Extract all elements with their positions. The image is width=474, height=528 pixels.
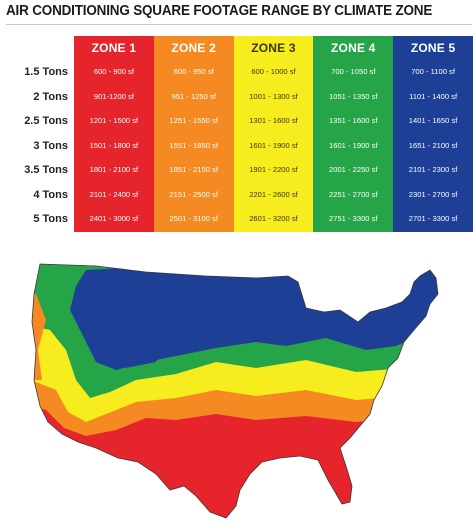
table-cell: 2701 - 3300 sf	[393, 207, 473, 232]
us-outline	[31, 263, 439, 519]
table-cell: 2201 - 2600 sf	[233, 182, 314, 207]
table-cell: 2601 - 3200 sf	[233, 207, 314, 232]
west-coast-region	[32, 290, 46, 380]
table-cell: 1801 - 2100 sf	[74, 158, 154, 183]
table-cell: 1351 - 1600 sf	[313, 109, 394, 134]
zone-5-header: ZONE 5	[393, 36, 473, 60]
table-cell: 1601 - 1900 sf	[233, 133, 314, 158]
us-climate-zone-map	[31, 263, 439, 519]
table-cell: 1601 - 1900 sf	[313, 133, 394, 158]
table-cell: 951 - 1250 sf	[153, 84, 234, 109]
table-cell: 1051 - 1350 sf	[313, 84, 394, 109]
table-cell: 2401 - 3000 sf	[74, 207, 154, 232]
table-row: 2 Tons 901-1200 sf 951 - 1250 sf 1001 - …	[0, 84, 474, 109]
table-cell: 1101 - 1400 sf	[393, 84, 473, 109]
table-cell: 2251 - 2700 sf	[313, 182, 394, 207]
table-header-row: ZONE 1 ZONE 2 ZONE 3 ZONE 4 ZONE 5	[0, 36, 474, 60]
table-row: 4 Tons 2101 - 2400 sf 2151 - 2500 sf 220…	[0, 182, 474, 207]
sqft-table: ZONE 1 ZONE 2 ZONE 3 ZONE 4 ZONE 5 1.5 T…	[0, 36, 474, 232]
table-cell: 1501 - 1800 sf	[74, 133, 154, 158]
row-tons-label: 4 Tons	[33, 188, 68, 201]
table-cell: 1301 - 1600 sf	[233, 109, 314, 134]
table-cell: 2151 - 2500 sf	[153, 182, 234, 207]
table-cell: 1901 - 2200 sf	[233, 158, 314, 183]
table-cell: 2101 - 2400 sf	[74, 182, 154, 207]
title-divider	[6, 24, 472, 25]
table-cell: 1851 - 2150 sf	[153, 158, 234, 183]
zone-4-header: ZONE 4	[313, 36, 394, 60]
climate-zone-bands	[32, 264, 438, 518]
table-cell: 2101 - 2300 sf	[393, 158, 473, 183]
row-tons-label: 3.5 Tons	[24, 164, 68, 176]
table-cell: 2751 - 3300 sf	[313, 207, 394, 232]
header-corner	[0, 36, 74, 60]
zone-1-header: ZONE 1	[74, 36, 154, 60]
table-cell: 1001 - 1300 sf	[233, 84, 314, 109]
table-cell: 1201 - 1500 sf	[74, 109, 154, 134]
table-cell: 2501 - 3100 sf	[153, 207, 234, 232]
page-title: AIR CONDITIONING SQUARE FOOTAGE RANGE BY…	[6, 3, 433, 19]
rockies-region	[110, 306, 166, 368]
table-cell: 1251 - 1550 sf	[153, 109, 234, 134]
table-row: 2.5 Tons 1201 - 1500 sf 1251 - 1550 sf 1…	[0, 109, 474, 134]
table-cell: 1551 - 1850 sf	[153, 133, 234, 158]
row-tons-label: 1.5 Tons	[24, 66, 68, 78]
table-cell: 600 - 950 sf	[153, 60, 234, 85]
row-tons-label: 5 Tons	[33, 213, 68, 225]
table-row: 1.5 Tons 600 - 900 sf 600 - 950 sf 600 -…	[0, 60, 474, 85]
table-cell: 700 - 1050 sf	[313, 60, 394, 85]
table-cell: 1401 - 1650 sf	[393, 109, 473, 134]
zone-3-header: ZONE 3	[233, 36, 314, 60]
row-tons-label: 2.5 Tons	[24, 115, 68, 127]
table-cell: 700 - 1100 sf	[393, 60, 473, 85]
table-cell: 1651 - 2100 sf	[393, 133, 473, 158]
table-cell: 600 - 900 sf	[74, 60, 154, 85]
table-row: 5 Tons 2401 - 3000 sf 2501 - 3100 sf 260…	[0, 207, 474, 232]
table-cell: 2001 - 2250 sf	[313, 158, 394, 183]
table-cell: 901-1200 sf	[74, 84, 154, 109]
table-cell: 2301 - 2700 sf	[393, 182, 473, 207]
row-tons-label: 2 Tons	[33, 90, 68, 103]
zone-2-header: ZONE 2	[153, 36, 234, 60]
table-row: 3.5 Tons 1801 - 2100 sf 1851 - 2150 sf 1…	[0, 158, 474, 183]
table-row: 3 Tons 1501 - 1800 sf 1551 - 1850 sf 160…	[0, 133, 474, 158]
table-cell: 600 - 1000 sf	[233, 60, 314, 85]
row-tons-label: 3 Tons	[33, 139, 68, 152]
